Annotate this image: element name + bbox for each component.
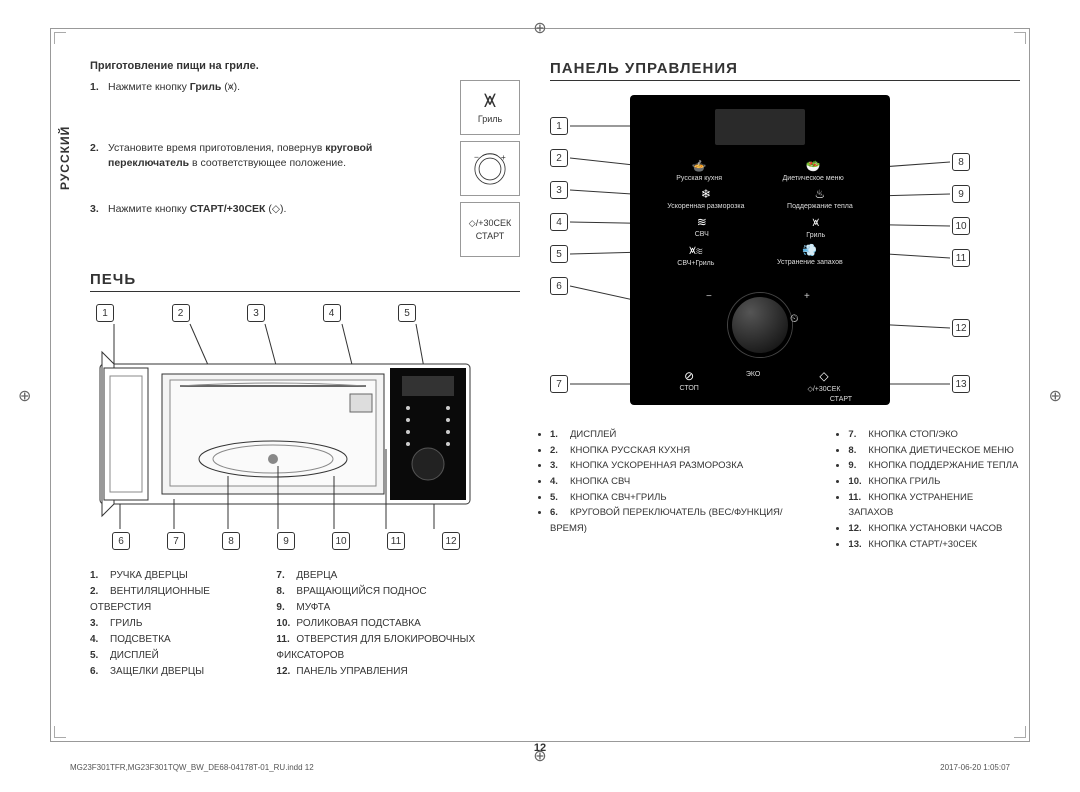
step-text: Нажмите кнопку СТАРТ/+30СЕК (◇). xyxy=(108,202,452,257)
panel-display xyxy=(715,109,805,145)
oven-legend: 1.РУЧКА ДВЕРЦЫ 2.ВЕНТИЛЯЦИОННЫЕ ОТВЕРСТИ… xyxy=(90,568,520,680)
page-number: 12 xyxy=(534,742,546,754)
crop-mark-icon: ⊕ xyxy=(1049,386,1062,406)
step-text: Нажмите кнопку Гриль (⩙). xyxy=(108,80,452,135)
svg-text:−: − xyxy=(474,151,479,161)
crop-mark-icon: ⊕ xyxy=(18,386,31,406)
cooking-title: Приготовление пищи на гриле. xyxy=(90,60,520,72)
callout-12: 12 xyxy=(442,532,460,550)
oven-diagram: 1 2 3 4 5 xyxy=(90,304,500,564)
corner-mark xyxy=(1014,32,1026,44)
callout-11: 11 xyxy=(387,532,405,550)
oven-heading: ПЕЧЬ xyxy=(90,271,520,292)
callout-9: 9 xyxy=(277,532,295,550)
grill-button-icon: ⩙ Гриль xyxy=(460,80,520,135)
footer-filename: MG23F301TFR,MG23F301TQW_BW_DE68-04178T-0… xyxy=(70,763,314,772)
control-panel-diagram: 1 2 3 4 5 6 7 8 9 10 11 12 13 xyxy=(550,95,990,415)
panel-heading: ПАНЕЛЬ УПРАВЛЕНИЯ xyxy=(550,60,1020,81)
crop-mark-icon: ⊕ xyxy=(533,18,546,38)
dial-icon: − + xyxy=(460,141,520,196)
corner-mark xyxy=(54,726,66,738)
language-tab: РУССКИЙ xyxy=(58,126,72,190)
step-text: Установите время приготовления, повернув… xyxy=(108,141,452,196)
step-3: 3. Нажмите кнопку СТАРТ/+30СЕК (◇). ◇/+3… xyxy=(90,202,520,257)
panel-dial-icon xyxy=(728,293,792,357)
step-1: 1. Нажмите кнопку Гриль (⩙). ⩙ Гриль xyxy=(90,80,520,135)
grill-icon: ⩙ xyxy=(484,89,496,111)
panel-legend: 1.ДИСПЛЕЙ 2.КНОПКА РУССКАЯ КУХНЯ 3.КНОПК… xyxy=(550,427,1020,552)
panel-body: 🍲Русская кухня 🥗Диетическое меню ❄Ускоре… xyxy=(630,95,890,405)
corner-mark xyxy=(54,32,66,44)
footer-timestamp: 2017-06-20 1:05:07 xyxy=(940,763,1010,772)
start-button-icon: ◇/+30СЕК СТАРТ xyxy=(460,202,520,257)
callout-10: 10 xyxy=(332,532,350,550)
callout-7: 7 xyxy=(167,532,185,550)
step-2: 2. Установите время приготовления, повер… xyxy=(90,141,520,196)
svg-text:+: + xyxy=(501,151,506,161)
callout-6: 6 xyxy=(112,532,130,550)
callout-8: 8 xyxy=(222,532,240,550)
